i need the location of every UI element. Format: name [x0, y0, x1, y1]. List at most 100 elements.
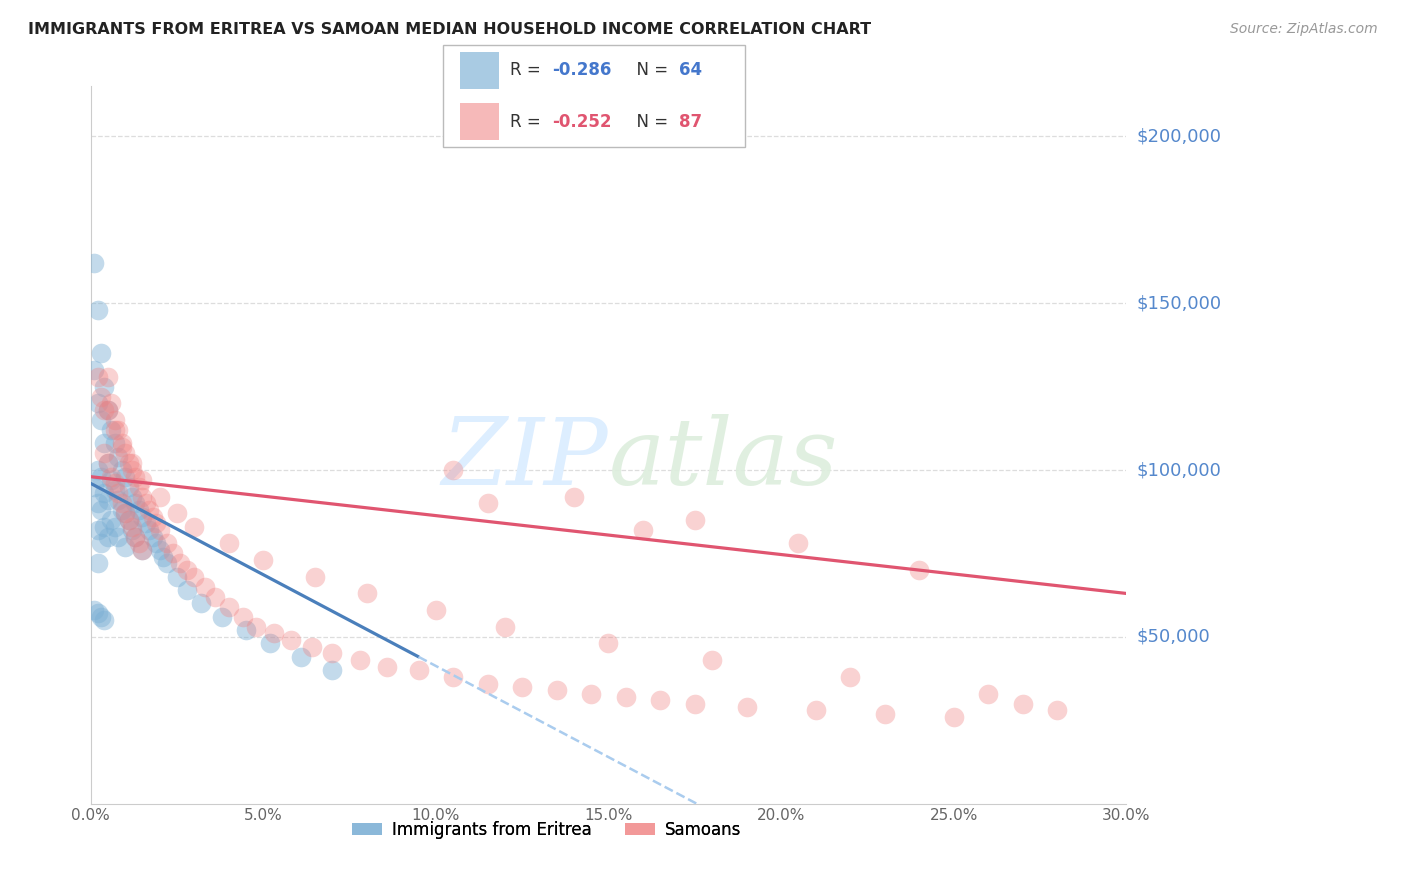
Point	[441, 670, 464, 684]
Point	[735, 699, 758, 714]
Point	[787, 536, 810, 550]
Point	[149, 543, 172, 558]
Point	[93, 486, 115, 500]
Point	[804, 703, 827, 717]
Point	[683, 513, 706, 527]
Point	[93, 519, 115, 533]
Point	[83, 363, 105, 377]
Point	[131, 473, 153, 487]
Point	[121, 523, 143, 537]
Point	[107, 530, 129, 544]
Point	[97, 403, 120, 417]
Point	[128, 503, 150, 517]
Point	[86, 302, 108, 317]
Point	[97, 369, 120, 384]
Point	[135, 516, 157, 531]
Point	[162, 546, 184, 560]
Text: N =: N =	[626, 112, 673, 130]
Point	[111, 436, 134, 450]
Point	[124, 530, 146, 544]
Point	[152, 549, 174, 564]
Point	[100, 423, 122, 437]
Point	[107, 423, 129, 437]
Point	[211, 609, 233, 624]
Text: -0.252: -0.252	[553, 112, 612, 130]
Point	[107, 450, 129, 464]
Point	[114, 469, 136, 483]
Point	[546, 683, 568, 698]
Point	[90, 413, 112, 427]
Point	[650, 693, 672, 707]
Point	[176, 583, 198, 598]
Point	[114, 540, 136, 554]
Point	[166, 507, 188, 521]
Point	[90, 346, 112, 360]
Text: ZIP: ZIP	[441, 415, 609, 504]
Point	[128, 480, 150, 494]
Point	[86, 396, 108, 410]
Point	[104, 423, 127, 437]
Point	[977, 686, 1000, 700]
Point	[90, 609, 112, 624]
Point	[252, 553, 274, 567]
Point	[1011, 697, 1033, 711]
Point	[135, 496, 157, 510]
Text: $50,000: $50,000	[1136, 628, 1211, 646]
Point	[111, 463, 134, 477]
Point	[90, 503, 112, 517]
Point	[86, 557, 108, 571]
Point	[111, 440, 134, 454]
Point	[100, 396, 122, 410]
Point	[90, 536, 112, 550]
Point	[124, 496, 146, 510]
Text: $150,000: $150,000	[1136, 294, 1222, 312]
Legend: Immigrants from Eritrea, Samoans: Immigrants from Eritrea, Samoans	[344, 814, 748, 846]
Point	[121, 456, 143, 470]
Point	[111, 496, 134, 510]
Point	[114, 446, 136, 460]
Point	[408, 663, 430, 677]
Point	[93, 403, 115, 417]
Point	[218, 599, 240, 614]
Point	[104, 519, 127, 533]
Point	[301, 640, 323, 654]
Point	[83, 480, 105, 494]
Text: 64: 64	[679, 62, 702, 79]
Point	[145, 536, 167, 550]
Point	[377, 660, 399, 674]
Point	[683, 697, 706, 711]
Point	[100, 473, 122, 487]
Point	[104, 413, 127, 427]
Point	[510, 680, 533, 694]
Point	[86, 463, 108, 477]
Point	[83, 256, 105, 270]
Point	[425, 603, 447, 617]
Point	[138, 503, 160, 517]
Point	[121, 490, 143, 504]
Point	[477, 676, 499, 690]
Point	[494, 620, 516, 634]
Point	[86, 369, 108, 384]
Point	[131, 543, 153, 558]
Point	[100, 469, 122, 483]
Point	[304, 570, 326, 584]
Point	[104, 476, 127, 491]
Point	[231, 609, 253, 624]
Text: atlas: atlas	[609, 415, 838, 504]
Point	[83, 603, 105, 617]
Point	[97, 493, 120, 508]
Point	[235, 623, 257, 637]
Point	[107, 486, 129, 500]
Point	[117, 513, 139, 527]
Point	[1046, 703, 1069, 717]
Point	[86, 607, 108, 621]
Point	[839, 670, 862, 684]
Point	[93, 613, 115, 627]
Point	[155, 557, 177, 571]
Point	[631, 523, 654, 537]
Point	[149, 523, 172, 537]
Point	[700, 653, 723, 667]
Point	[131, 490, 153, 504]
Point	[614, 690, 637, 704]
Point	[477, 496, 499, 510]
